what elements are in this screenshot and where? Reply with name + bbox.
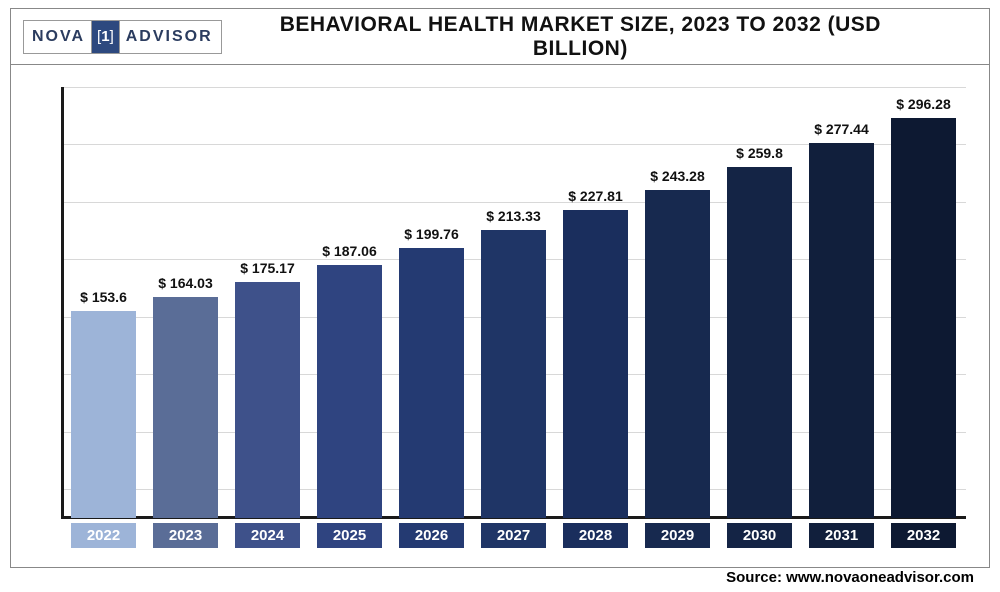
bar-value-label: $ 227.81 — [568, 188, 623, 204]
source-attribution: Source: www.novaoneadvisor.com — [726, 569, 974, 586]
plot-region: $ 153.6 $ 164.03 $ 175.17 $ 187.06 $ 199.76 $… — [61, 87, 966, 519]
bar-rect — [727, 167, 792, 518]
bar-rect — [71, 311, 136, 518]
x-axis-label: 2030 — [727, 523, 792, 548]
logo-part-nova: NOVA — [24, 21, 91, 53]
bar-value-label: $ 296.28 — [896, 96, 951, 112]
bar-rect — [235, 282, 300, 518]
x-axis-label: 2029 — [645, 523, 710, 548]
bar-value-label: $ 164.03 — [158, 275, 213, 291]
bar-2022: $ 153.6 — [71, 86, 136, 518]
chart-title: BEHAVIORAL HEALTH MARKET SIZE, 2023 TO 2… — [252, 13, 989, 61]
bar-rect — [481, 230, 546, 518]
bar-2031: $ 277.44 — [809, 86, 874, 518]
logo-part-one: [1] — [91, 21, 120, 53]
bar-rect — [809, 143, 874, 518]
bar-2025: $ 187.06 — [317, 86, 382, 518]
bar-2023: $ 164.03 — [153, 86, 218, 518]
bar-value-label: $ 153.6 — [80, 289, 127, 305]
bar-2028: $ 227.81 — [563, 86, 628, 518]
bar-rect — [317, 265, 382, 518]
bar-value-label: $ 199.76 — [404, 226, 459, 242]
bar-2024: $ 175.17 — [235, 86, 300, 518]
bar-rect — [645, 190, 710, 518]
chart-plot-area: $ 153.6 $ 164.03 $ 175.17 $ 187.06 $ 199.76 $… — [61, 87, 966, 519]
x-axis-label: 2028 — [563, 523, 628, 548]
bar-rect — [891, 118, 956, 518]
bar-value-label: $ 277.44 — [814, 121, 869, 137]
x-axis-label: 2031 — [809, 523, 874, 548]
x-axis-label: 2026 — [399, 523, 464, 548]
bar-rect — [563, 210, 628, 518]
bar-2032: $ 296.28 — [891, 86, 956, 518]
bar-rect — [399, 248, 464, 518]
bar-value-label: $ 213.33 — [486, 208, 541, 224]
bar-value-label: $ 243.28 — [650, 168, 705, 184]
header: NOVA [1] ADVISOR BEHAVIORAL HEALTH MARKE… — [11, 9, 989, 65]
bar-value-label: $ 259.8 — [736, 145, 783, 161]
bar-2029: $ 243.28 — [645, 86, 710, 518]
bars-container: $ 153.6 $ 164.03 $ 175.17 $ 187.06 $ 199.76 $… — [61, 86, 966, 518]
x-axis-label: 2025 — [317, 523, 382, 548]
bar-2027: $ 213.33 — [481, 86, 546, 518]
bar-value-label: $ 187.06 — [322, 243, 377, 259]
x-axis-labels: 2022 2023 2024 2025 2026 2027 2028 2029 2030 2031… — [61, 523, 966, 548]
logo: NOVA [1] ADVISOR — [23, 20, 222, 54]
logo-part-advisor: ADVISOR — [120, 21, 221, 53]
x-axis-label: 2032 — [891, 523, 956, 548]
x-axis-label: 2024 — [235, 523, 300, 548]
bar-rect — [153, 297, 218, 518]
x-axis-label: 2022 — [71, 523, 136, 548]
bar-value-label: $ 175.17 — [240, 260, 295, 276]
x-axis-label: 2027 — [481, 523, 546, 548]
chart-frame: NOVA [1] ADVISOR BEHAVIORAL HEALTH MARKE… — [10, 8, 990, 568]
bar-2026: $ 199.76 — [399, 86, 464, 518]
bar-2030: $ 259.8 — [727, 86, 792, 518]
x-axis-label: 2023 — [153, 523, 218, 548]
